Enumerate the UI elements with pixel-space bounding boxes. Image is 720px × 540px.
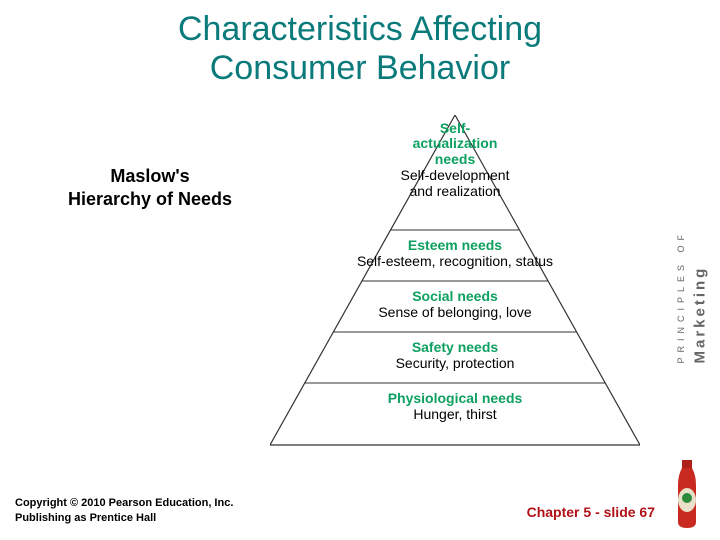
level-desc: Self-esteem, recognition, status <box>270 253 640 269</box>
brand-sidebar: PRINCIPLES OF Marketing <box>674 230 712 364</box>
brand-small: PRINCIPLES OF <box>676 230 686 364</box>
subtitle-line-1: Maslow's <box>110 166 189 186</box>
level-desc: Self-developmentand realization <box>270 167 640 199</box>
level-title: Physiological needs <box>270 391 640 406</box>
copyright-text: Copyright © 2010 Pearson Education, Inc.… <box>15 496 233 525</box>
diagram-subtitle: Maslow's Hierarchy of Needs <box>50 165 250 210</box>
product-bottle-icon <box>672 460 702 530</box>
level-title: Self-actualizationneeds <box>270 121 640 167</box>
slide-number: Chapter 5 - slide 67 <box>527 504 655 520</box>
level-title: Social needs <box>270 289 640 304</box>
title-line-2: Consumer Behavior <box>210 49 510 87</box>
pyramid-level-4: Physiological needsHunger, thirst <box>270 391 640 422</box>
pyramid-level-3: Safety needsSecurity, protection <box>270 340 640 371</box>
copyright-line-2: Publishing as Prentice Hall <box>15 512 156 524</box>
subtitle-line-2: Hierarchy of Needs <box>68 189 232 209</box>
pyramid-level-2: Social needsSense of belonging, love <box>270 289 640 320</box>
page-title: Characteristics Affecting Consumer Behav… <box>0 0 720 88</box>
copyright-line-1: Copyright © 2010 Pearson Education, Inc. <box>15 497 233 509</box>
pyramid-level-0: Self-actualizationneedsSelf-developmenta… <box>270 121 640 199</box>
pyramid-level-1: Esteem needsSelf-esteem, recognition, st… <box>270 238 640 269</box>
title-line-1: Characteristics Affecting <box>178 10 542 48</box>
level-desc: Sense of belonging, love <box>270 304 640 320</box>
level-desc: Security, protection <box>270 355 640 371</box>
level-title: Esteem needs <box>270 238 640 253</box>
level-title: Safety needs <box>270 340 640 355</box>
brand-big: Marketing <box>691 266 708 364</box>
pyramid-diagram: Self-actualizationneedsSelf-developmenta… <box>270 115 640 465</box>
level-desc: Hunger, thirst <box>270 406 640 422</box>
